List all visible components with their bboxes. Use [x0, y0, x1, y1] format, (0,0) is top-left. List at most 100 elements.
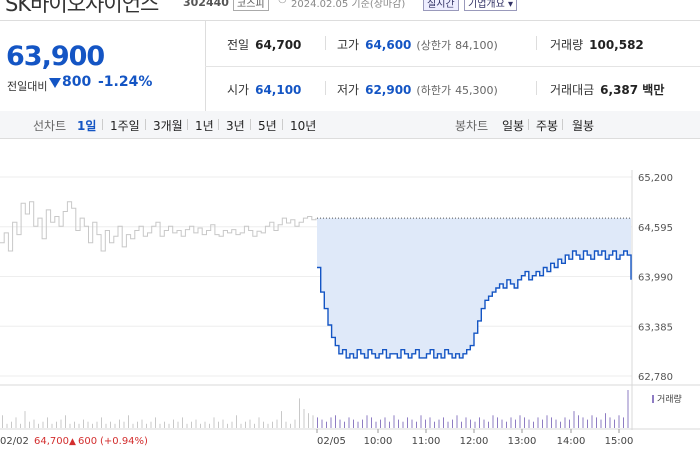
volume-bar [222, 419, 224, 428]
prev-day-change: 600 [78, 436, 97, 447]
divider [187, 119, 188, 130]
divider [218, 119, 219, 130]
prev-close-stat: 전일 64,700 [227, 36, 301, 53]
volume-bar [366, 415, 368, 428]
divider [536, 81, 537, 95]
volume-bar [420, 415, 422, 428]
volume-bar [308, 413, 309, 428]
tab-1week[interactable]: 1주일 [110, 119, 140, 133]
price-chart[interactable]: 65,200 64,595 63,990 63,385 62,780 02/05 10:0… [0, 140, 700, 450]
volume-bar [488, 421, 489, 428]
volume-bar [519, 415, 521, 428]
volume-bar [294, 419, 296, 428]
volume-bar [506, 421, 507, 428]
volume-bar [483, 419, 485, 428]
volume-bar [564, 417, 566, 428]
volume-bar [465, 417, 467, 428]
stock-code: 302440 [183, 0, 229, 9]
volume-bar [2, 415, 3, 428]
volume-bar [582, 417, 584, 428]
volume-bar [240, 423, 242, 428]
volume-bar [326, 421, 327, 428]
volume-bar [74, 421, 75, 428]
volume-bar [375, 421, 377, 428]
volume-bar [393, 415, 395, 428]
price-box: 63,900 전일대비 800 -1.24% [0, 21, 206, 111]
candle-chart-label[interactable]: 봉차트 [455, 119, 489, 133]
upper-limit-label: (상한가 [416, 39, 452, 52]
tab-10years[interactable]: 10년 [290, 119, 317, 133]
change-value: 800 [62, 74, 92, 90]
y-tick-label: 64,595 [638, 223, 673, 234]
volume-bar [186, 423, 188, 428]
market-badge: 코스피 [233, 0, 269, 11]
volume-bar [177, 421, 179, 428]
realtime-button[interactable]: 실시간 [423, 0, 459, 11]
volume-bar [479, 417, 480, 428]
divider [562, 119, 563, 130]
volume-legend: 거래량 [657, 393, 682, 405]
volume-bar [87, 421, 89, 428]
tab-weekly-candle[interactable]: 주봉 [536, 119, 559, 133]
low-label: 저가 [337, 83, 360, 97]
y-tick-label: 62,780 [638, 372, 673, 383]
volume-bar [51, 423, 53, 428]
volume-bar [438, 419, 440, 428]
volume-bar [114, 423, 116, 428]
x-tick-label: 10:00 [364, 436, 393, 447]
volume-bar [321, 419, 323, 428]
volume-bar [569, 419, 570, 428]
volume-bar [141, 419, 143, 428]
volume-bar [330, 417, 332, 428]
tab-5years[interactable]: 5년 [258, 119, 277, 133]
prev-day-pct: (+0.94%) [100, 436, 148, 447]
volume-bar [200, 423, 201, 428]
volume-bar [546, 415, 548, 428]
volume-bar [42, 421, 44, 428]
company-overview-button[interactable]: 기업개요 ▾ [464, 0, 517, 11]
volume-bar [312, 415, 314, 428]
volume-bar [578, 415, 579, 428]
y-tick-label: 63,385 [638, 322, 673, 333]
amount-value: 6,387 백만 [600, 83, 665, 97]
tab-1year[interactable]: 1년 [195, 119, 214, 133]
stock-name[interactable]: SK바이오사이언스 [5, 0, 159, 16]
prev-close-label: 전일 [227, 38, 250, 52]
volume-bar [137, 421, 138, 428]
chart-grid [0, 170, 700, 430]
amount-label: 거래대금 [550, 83, 595, 97]
volume-bar [605, 413, 606, 428]
tab-monthly-candle[interactable]: 월봉 [572, 119, 595, 133]
volume-bar [299, 398, 300, 428]
tab-3years[interactable]: 3년 [226, 119, 245, 133]
prev-close-value: 64,700 [255, 38, 302, 52]
volume-bar [227, 423, 228, 428]
volume-bar [492, 415, 494, 428]
volume-bar [249, 419, 251, 428]
volume-bar [276, 419, 278, 428]
volume-bar [83, 419, 84, 428]
volume-bar [65, 415, 66, 428]
volume-bar [461, 421, 462, 428]
volume-bar [231, 421, 233, 428]
volume-bar [587, 419, 588, 428]
below-reference-fill [317, 218, 631, 358]
volume-bar [573, 411, 575, 428]
volume-bar [497, 417, 498, 428]
tab-1day[interactable]: 1일 [77, 119, 97, 133]
volume-bar [384, 417, 386, 428]
volume-bar [254, 423, 255, 428]
prev-day-summary: 02/02 64,700 ▲ 600 (+0.94%) [0, 436, 148, 447]
x-tick-label: 13:00 [508, 436, 537, 447]
volume-bar [263, 421, 264, 428]
quote-summary: 63,900 전일대비 800 -1.24% 전일 64,700 고가 64,600… [0, 20, 700, 112]
volume-bar [168, 423, 170, 428]
volume-bar [371, 417, 372, 428]
today-price-line [317, 250, 632, 359]
open-stat: 시가 64,100 [227, 81, 301, 98]
volume-bar [267, 423, 269, 428]
volume-bar [600, 419, 602, 428]
line-chart-label[interactable]: 선차트 [33, 119, 67, 133]
tab-3months[interactable]: 3개월 [153, 119, 183, 133]
tab-daily-candle[interactable]: 일봉 [502, 119, 525, 133]
